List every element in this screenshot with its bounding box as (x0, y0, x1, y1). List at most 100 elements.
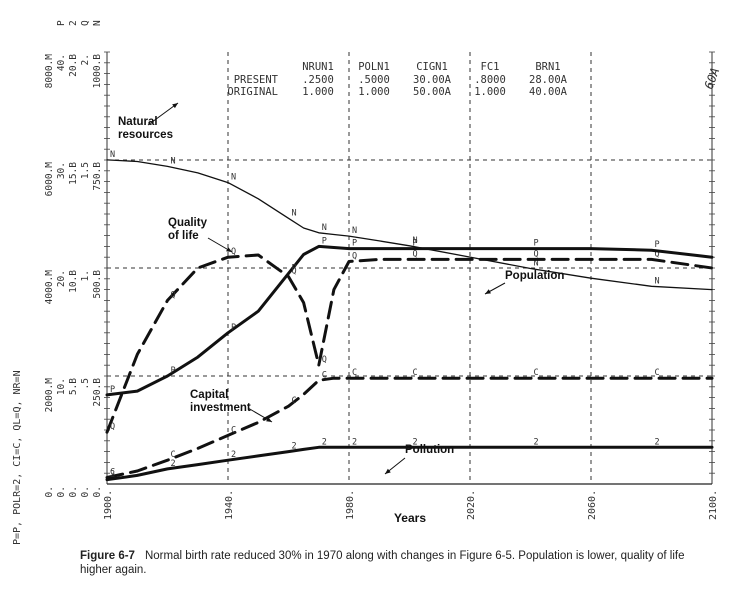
series-marker: P (292, 263, 297, 273)
series-line-capital-investment (105, 376, 714, 479)
x-axis-label: Years (394, 511, 426, 525)
y-axis-series-symbol: Q (80, 20, 91, 26)
x-tick-label: 2060. (587, 490, 598, 520)
x-tick-label: 1900. (103, 490, 114, 520)
series-marker: C (322, 370, 327, 380)
series-marker: 2 (534, 437, 539, 447)
y-tick-label: 2. (80, 54, 91, 65)
y-tick-label: 4000.M (44, 270, 55, 305)
parameter-cell: 30.00A (413, 74, 452, 86)
series-marker: C (292, 396, 297, 406)
caption-text: Normal birth rate reduced 30% in 1970 al… (80, 550, 685, 576)
parameter-cell: 28.00A (529, 74, 568, 86)
parameter-header: POLN1 (358, 61, 390, 73)
series-marker: N (110, 150, 115, 160)
series-marker: C (655, 368, 660, 378)
parameter-cell: 1.000 (474, 86, 506, 98)
y-tick-label: 1. (80, 270, 91, 281)
series-marker: Q (655, 249, 660, 259)
parameter-cell: .5000 (358, 74, 390, 86)
series-marker: 2 (171, 459, 176, 469)
series-marker: 2 (352, 437, 357, 447)
series-marker: Q (292, 267, 297, 277)
x-tick-label: 2020. (466, 490, 477, 520)
y-tick-label: 0. (80, 486, 91, 497)
text-layer: 1900. 1940. 1980. 2020. 2060. 2100. Years 8000.… (12, 20, 722, 545)
parameter-cell: 1.000 (302, 86, 334, 98)
y-axis-series-symbol: P (56, 20, 67, 26)
parameter-cell: ORIGINAL (227, 86, 278, 98)
y-tick-label: 1000.B (92, 54, 103, 89)
y-tick-label: 0. (56, 486, 67, 497)
y-tick-label: 0. (68, 486, 79, 497)
parameter-cell: 1.000 (358, 86, 390, 98)
parameter-header: CIGN1 (416, 61, 448, 73)
axis-ticks (104, 51, 715, 474)
parameter-cell: 40.00A (529, 86, 568, 98)
y-tick-label: 6000.M (44, 162, 55, 197)
y-tick-label: 250.B (92, 378, 103, 407)
series-marker: P (655, 240, 660, 250)
series-marker: P (171, 366, 176, 376)
y-tick-label: 15.B (68, 162, 79, 185)
x-tick-label: 2100. (708, 490, 719, 520)
series-marker: P (110, 385, 115, 395)
caption-figure-number: Figure 6-7 (80, 550, 135, 562)
series-marker: N (322, 223, 327, 233)
series-marker: Q (231, 247, 236, 257)
figure-caption: Figure 6-7 Normal birth rate reduced 30% … (80, 549, 700, 577)
y-axis-series-symbol: 2 (68, 20, 79, 26)
parameter-cell: PRESENT (234, 74, 279, 86)
y-tick-label: 5.B (68, 378, 79, 395)
series-line-population (105, 244, 714, 397)
y-tick-label: 2000.M (44, 378, 55, 413)
x-tick-label: 1980. (345, 490, 356, 520)
series-marker: N (231, 173, 236, 183)
y-tick-label: 1.5 (80, 162, 91, 179)
y-tick-label: 8000.M (44, 54, 55, 89)
series-marker: Q (413, 249, 418, 259)
arrowhead (266, 417, 272, 422)
annotation-label: Pollution (405, 444, 454, 456)
series-line-natural-resources (106, 159, 713, 291)
series-marker: Q (110, 422, 115, 432)
y-tick-label: 20.B (68, 54, 79, 77)
series-marker: P (322, 236, 327, 246)
series-marker: C (171, 450, 176, 460)
x-tick-label: 1940. (224, 490, 235, 520)
y-tick-label: 0. (92, 486, 103, 497)
series-marker: N (292, 208, 297, 218)
series-marker: 2 (413, 437, 418, 447)
arrowhead (226, 247, 232, 252)
series-marker: C (352, 368, 357, 378)
parameter-cell: .8000 (474, 74, 506, 86)
series-marker: N (171, 156, 176, 166)
y-tick-label: 30. (56, 162, 67, 179)
y-tick-label: 0. (44, 486, 55, 497)
y-tick-label: 500.B (92, 270, 103, 299)
y-tick-label: 10.B (68, 270, 79, 293)
series-marker: 2 (110, 470, 115, 480)
series-marker: 2 (322, 437, 327, 447)
series-marker: N (413, 236, 418, 246)
y-tick-label: 10. (56, 378, 67, 395)
series-marker: C (110, 468, 115, 478)
parameter-header: NRUN1 (302, 61, 334, 73)
series-marker: N (352, 226, 357, 236)
axis-series-legend: P=P, POLR=2, CI=C, QL=Q, NR=N (12, 370, 23, 545)
arrowhead (385, 468, 391, 474)
parameter-cell: 50.00A (413, 86, 452, 98)
y-axis-series-symbol: N (92, 20, 103, 26)
y-tick-label: 20. (56, 270, 67, 287)
series-marker: N (534, 258, 539, 268)
series-marker: C (413, 368, 418, 378)
series-marker: P (413, 239, 418, 249)
series-line-quality-of-life (105, 253, 714, 434)
arrowhead (485, 289, 491, 294)
series-marker: 2 (292, 442, 297, 452)
y-tick-label: 750.B (92, 162, 103, 191)
annotation-label: Natural resources (118, 116, 173, 141)
series-marker: Q (171, 290, 176, 300)
